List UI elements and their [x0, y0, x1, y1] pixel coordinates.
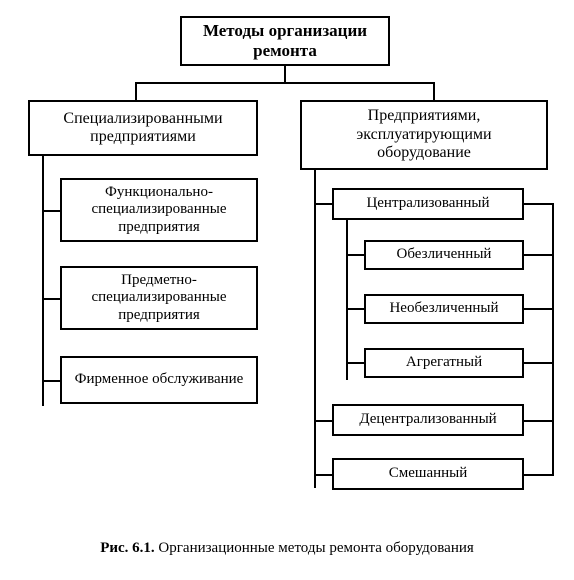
bracket-line	[524, 203, 554, 205]
connector	[314, 474, 332, 476]
left-branch-node: Специализированными предприятиями	[28, 100, 258, 156]
bracket-line	[524, 362, 554, 364]
right-leaf-node: Обезличенный	[364, 240, 524, 270]
figure-caption: Рис. 6.1. Организационные методы ремонта…	[0, 540, 574, 557]
caption-prefix: Рис. 6.1.	[100, 540, 154, 556]
connector	[42, 380, 60, 382]
connector	[433, 82, 435, 100]
leaf-label: Функционально-специализированные предпри…	[68, 184, 250, 236]
connector	[314, 170, 316, 488]
bracket-line	[524, 420, 554, 422]
leaf-label: Обезличенный	[397, 246, 492, 263]
root-node: Методы организации ремонта	[180, 16, 390, 66]
connector	[42, 156, 44, 406]
left-leaf-node: Предметно-специализированные предприятия	[60, 266, 258, 330]
bracket-line	[524, 474, 554, 476]
left-leaf-node: Фирменное обслуживание	[60, 356, 258, 404]
leaf-label: Централизованный	[366, 195, 489, 212]
right-leaf-node: Необезличенный	[364, 294, 524, 324]
right-leaf-node: Смешанный	[332, 458, 524, 490]
bracket-line	[552, 203, 554, 475]
connector	[346, 362, 364, 364]
leaf-label: Смешанный	[389, 465, 468, 482]
right-leaf-node: Агрегатный	[364, 348, 524, 378]
connector	[135, 82, 435, 84]
connector	[346, 220, 348, 380]
root-label: Методы организации ремонта	[188, 21, 382, 60]
leaf-label: Необезличенный	[389, 300, 498, 317]
connector	[42, 210, 60, 212]
right-leaf-node: Децентрализованный	[332, 404, 524, 436]
right-leaf-node: Централизованный	[332, 188, 524, 220]
leaf-label: Агрегатный	[406, 354, 482, 371]
leaf-label: Предметно-специализированные предприятия	[68, 272, 250, 324]
connector	[346, 308, 364, 310]
right-branch-node: Предприятиями, эксплуатирующими оборудов…	[300, 100, 548, 170]
connector	[284, 66, 286, 82]
right-branch-label: Предприятиями, эксплуатирующими оборудов…	[308, 107, 540, 162]
bracket-line	[524, 254, 554, 256]
left-branch-label: Специализированными предприятиями	[36, 110, 250, 147]
bracket-line	[524, 308, 554, 310]
leaf-label: Децентрализованный	[359, 411, 496, 428]
connector	[42, 298, 60, 300]
connector	[314, 203, 332, 205]
leaf-label: Фирменное обслуживание	[75, 371, 244, 388]
caption-text: Организационные методы ремонта оборудова…	[155, 540, 474, 556]
connector	[135, 82, 137, 100]
connector	[346, 254, 364, 256]
connector	[314, 420, 332, 422]
left-leaf-node: Функционально-специализированные предпри…	[60, 178, 258, 242]
